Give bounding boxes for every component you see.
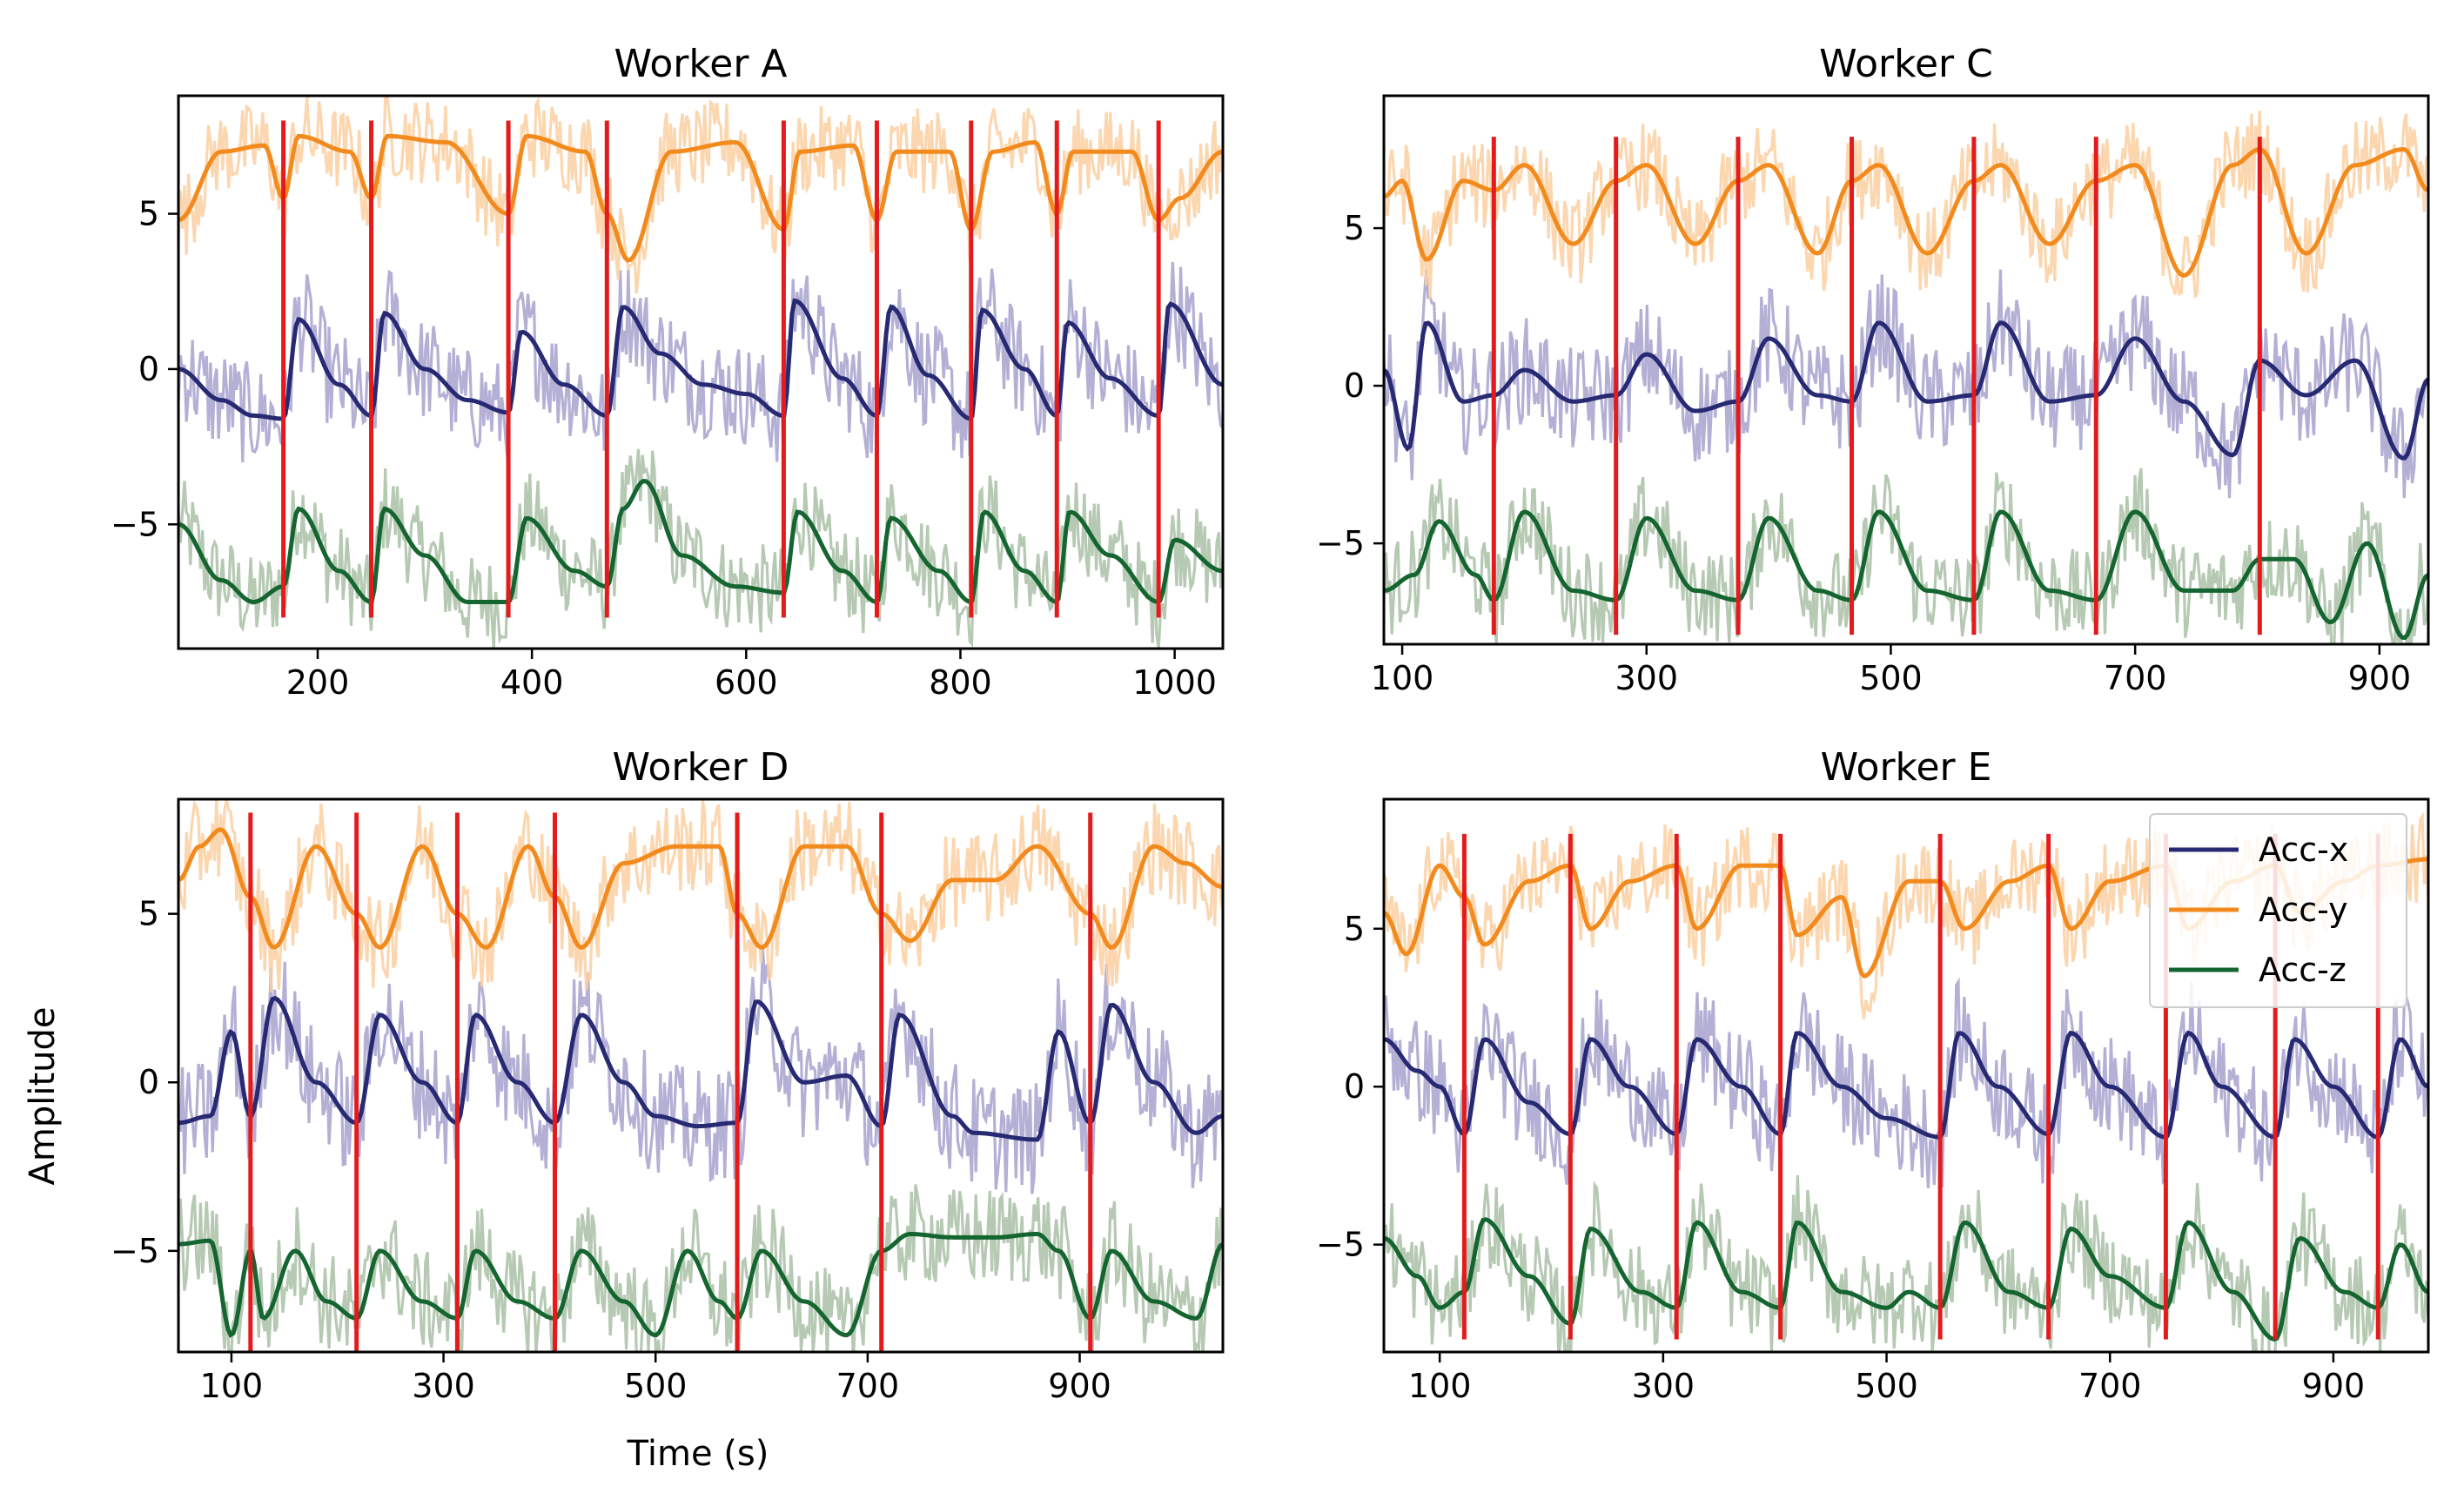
series-line-acc-y <box>178 133 1223 263</box>
legend: Acc-x Acc-y Acc-z <box>2149 813 2407 1008</box>
y-tick-label: 0 <box>1344 1067 1365 1106</box>
x-tick-label: 700 <box>836 1367 900 1405</box>
panel-title: Worker D <box>613 745 789 790</box>
series-line-acc-x <box>178 298 1223 421</box>
series-line-acc-z <box>1384 1217 2428 1342</box>
y-tick-label: 0 <box>138 350 159 388</box>
series-line-acc-x <box>1384 320 2428 461</box>
series-line-acc-z <box>178 1232 1223 1338</box>
x-tick-label: 300 <box>412 1367 475 1405</box>
y-tick-label: −5 <box>1316 524 1365 562</box>
x-tick-label: 700 <box>2078 1367 2142 1405</box>
legend-frame <box>2149 813 2407 1008</box>
series-line-acc-x <box>178 995 1223 1142</box>
x-tick-label: 700 <box>2104 659 2167 697</box>
raw-signal-acc-z <box>178 448 1223 649</box>
raw-signal-acc-y <box>1384 111 2428 299</box>
x-tick-label: 900 <box>2302 1367 2366 1405</box>
axes-frame <box>177 94 1225 650</box>
series-line-acc-y <box>1384 147 2428 278</box>
x-tick-label: 600 <box>715 663 778 702</box>
x-tick-label: 1000 <box>1132 663 1217 702</box>
x-tick-label: 500 <box>1855 1367 1918 1405</box>
x-tick-label: 100 <box>1371 659 1434 697</box>
y-tick-label: 5 <box>1344 910 1365 948</box>
x-tick-label: 800 <box>929 663 992 702</box>
x-tick-label: 900 <box>1048 1367 1111 1405</box>
x-tick-label: 500 <box>1859 659 1923 697</box>
series-line-acc-y <box>178 827 1223 950</box>
y-tick-label: −5 <box>1316 1226 1365 1264</box>
legend-label-acc-y: Acc-y <box>2259 891 2348 929</box>
panel-worker-d: Worker D 100 300 500 700 900 −5 0 5 <box>111 745 1225 1405</box>
y-tick-label: 0 <box>138 1063 159 1101</box>
y-axis-label: Amplitude <box>23 1007 63 1186</box>
x-axis-label: Time (s) <box>627 1434 769 1474</box>
panel-title: Worker C <box>1819 42 1993 86</box>
y-tick-label: 0 <box>1344 367 1365 405</box>
axes-frame <box>1382 94 2430 646</box>
x-tick-label: 100 <box>1408 1367 1472 1405</box>
x-tick-label: 200 <box>286 663 350 702</box>
y-tick-label: −5 <box>111 1232 159 1270</box>
panel-title: Worker E <box>1821 745 1992 790</box>
series-line-acc-z <box>178 479 1223 605</box>
x-tick-label: 300 <box>1632 1367 1695 1405</box>
axes-frame <box>1382 797 2430 1354</box>
axes-frame <box>177 797 1225 1354</box>
plot-area <box>1384 111 2428 644</box>
y-tick-label: 5 <box>1344 209 1365 247</box>
legend-label-acc-x: Acc-x <box>2259 831 2348 869</box>
plot-area <box>178 799 1223 1352</box>
series-line-acc-z <box>1384 509 2428 641</box>
y-tick-label: 5 <box>138 895 159 933</box>
raw-signal-acc-y <box>178 799 1223 992</box>
panel-worker-a: Worker A 200 400 600 800 1000 −5 0 5 <box>111 42 1225 702</box>
panel-title: Worker A <box>614 42 787 86</box>
y-tick-label: −5 <box>111 505 159 543</box>
panel-worker-c: Worker C 100 300 500 700 900 −5 0 5 <box>1316 42 2430 697</box>
y-tick-label: 5 <box>138 195 159 233</box>
legend-label-acc-z: Acc-z <box>2259 951 2347 989</box>
raw-signal-acc-x <box>178 261 1223 463</box>
x-tick-label: 100 <box>200 1367 264 1405</box>
plot-area <box>178 96 1223 649</box>
x-tick-label: 300 <box>1615 659 1678 697</box>
x-tick-label: 500 <box>624 1367 688 1405</box>
series-line-acc-x <box>1384 1030 2428 1140</box>
x-tick-label: 900 <box>2348 659 2412 697</box>
x-tick-label: 400 <box>500 663 564 702</box>
